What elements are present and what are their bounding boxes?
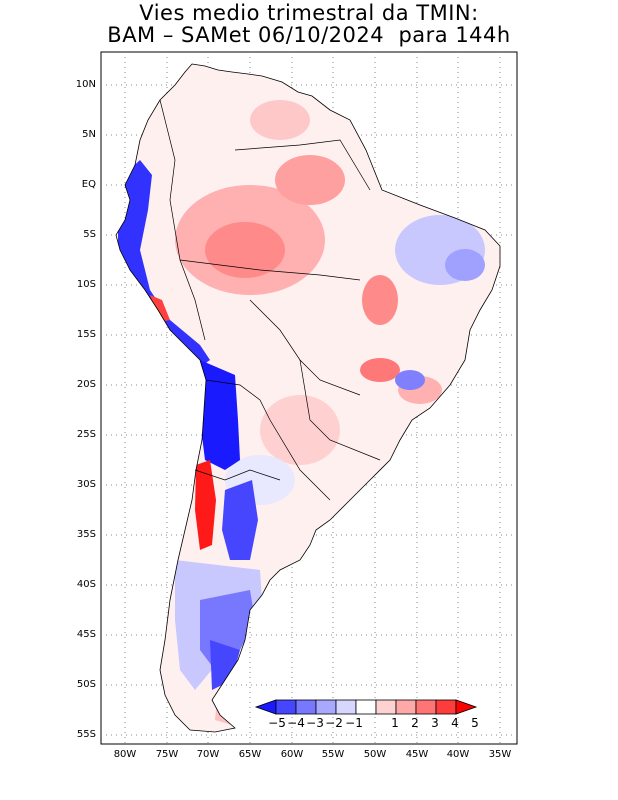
colorbar-label: −4	[287, 716, 305, 730]
colorbar-label: 5	[471, 716, 479, 730]
title-line-1: Vies medio trimestral da TMIN:	[139, 1, 479, 25]
colorbar-label: −1	[345, 716, 363, 730]
colorbar-label: 3	[431, 716, 439, 730]
lat-label: 40S	[76, 579, 96, 590]
colorbar-swatch	[355, 699, 377, 715]
colorbar-label: −5	[268, 716, 286, 730]
title-line-2: BAM – SAMet 06/10/2024 para 144h	[107, 23, 511, 47]
lon-label: 35W	[488, 749, 512, 760]
lat-label: 35S	[76, 529, 96, 540]
country-borders	[159, 99, 381, 501]
lat-label: 10N	[75, 79, 96, 90]
colorbar-label: −2	[325, 716, 343, 730]
colorbar-label: −3	[306, 716, 324, 730]
colorbar-swatch	[275, 699, 297, 715]
lon-label: 65W	[238, 749, 262, 760]
lat-label: 45S	[76, 629, 96, 640]
colorbar-label: 1	[391, 716, 399, 730]
lat-label: 50S	[76, 679, 96, 690]
colorbar	[254, 699, 478, 715]
lon-label: 50W	[363, 749, 387, 760]
lon-label: 75W	[155, 749, 179, 760]
colorbar-swatch	[375, 699, 397, 715]
colorbar-swatch	[435, 699, 457, 715]
lon-label: 40W	[446, 749, 470, 760]
map-title: Vies medio trimestral da TMIN: BAM – SAM…	[0, 2, 618, 46]
colorbar-label: 4	[451, 716, 459, 730]
lat-label: 10S	[76, 279, 96, 290]
colorbar-arrow-right	[455, 699, 478, 715]
lat-label: EQ	[81, 179, 96, 190]
colorbar-swatch	[415, 699, 437, 715]
colorbar-swatch	[395, 699, 417, 715]
colorbar-swatch	[295, 699, 317, 715]
lat-label: 15S	[76, 329, 96, 340]
lat-label: 20S	[76, 379, 96, 390]
colorbar-swatch	[335, 699, 357, 715]
lat-label: 5N	[82, 129, 96, 140]
lon-label: 80W	[113, 749, 137, 760]
lat-label: 25S	[76, 429, 96, 440]
colorbar-swatch	[315, 699, 337, 715]
lat-label: 55S	[76, 729, 96, 740]
lon-label: 45W	[405, 749, 429, 760]
lat-label: 5S	[83, 229, 96, 240]
lon-label: 70W	[196, 749, 220, 760]
lat-label: 30S	[76, 479, 96, 490]
lon-label: 55W	[321, 749, 345, 760]
lon-label: 60W	[280, 749, 304, 760]
colorbar-label: 2	[411, 716, 419, 730]
